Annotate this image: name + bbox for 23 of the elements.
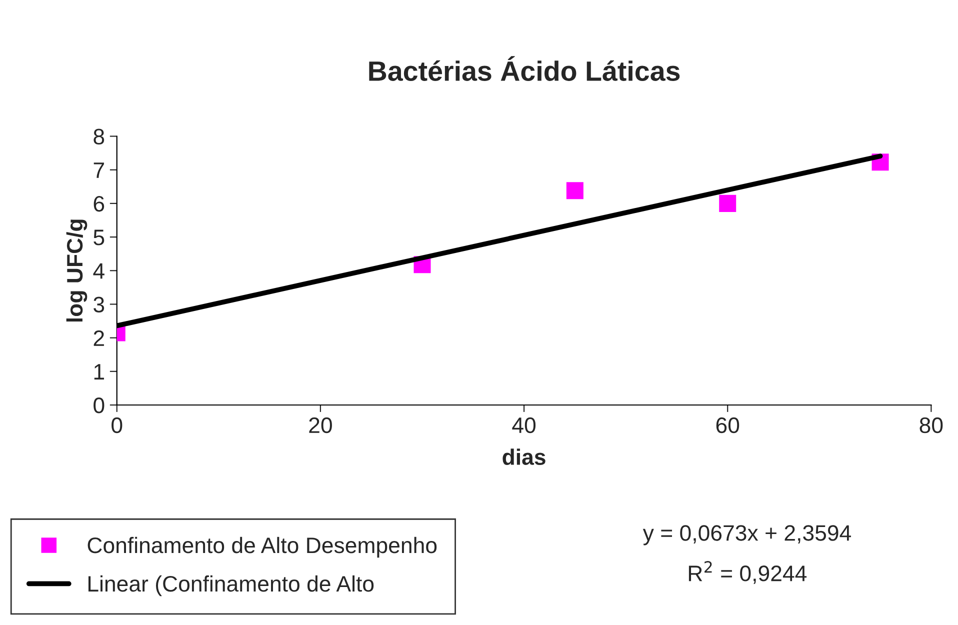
x-tick-label: 80 bbox=[920, 417, 943, 434]
y-tick-label: 1 bbox=[94, 364, 104, 380]
y-tick-label: 4 bbox=[93, 263, 104, 279]
y-tick-label: 6 bbox=[94, 196, 104, 212]
x-tick-label: 40 bbox=[512, 417, 536, 434]
y-tick-label: 3 bbox=[94, 296, 104, 312]
x-axis-title: dias bbox=[502, 448, 546, 465]
x-tick-label: 60 bbox=[716, 417, 740, 434]
y-tick-label: 8 bbox=[94, 128, 104, 145]
chart-title: Bactérias Ácido Láticas bbox=[369, 56, 680, 81]
text: y = 0,0673x + 2,3594 bbox=[642, 525, 851, 546]
point bbox=[566, 182, 584, 200]
point bbox=[719, 194, 736, 212]
y-tick-label: 5 bbox=[94, 230, 104, 246]
y-tick-label: 7 bbox=[94, 162, 104, 178]
x-tick-label: 0 bbox=[112, 417, 122, 434]
x-tick-label: 20 bbox=[309, 417, 332, 434]
text: R$^{2}$ = 0,9244 bbox=[688, 561, 807, 584]
y-tick-label: 0 bbox=[94, 398, 104, 414]
y-axis-title: log UFC/g bbox=[66, 220, 88, 322]
legend-label: Linear (Confinamento de Alto bbox=[88, 575, 374, 596]
legend-label: Confinamento de Alto Desempenho bbox=[88, 536, 437, 558]
y-tick-label: 2 bbox=[94, 330, 104, 346]
